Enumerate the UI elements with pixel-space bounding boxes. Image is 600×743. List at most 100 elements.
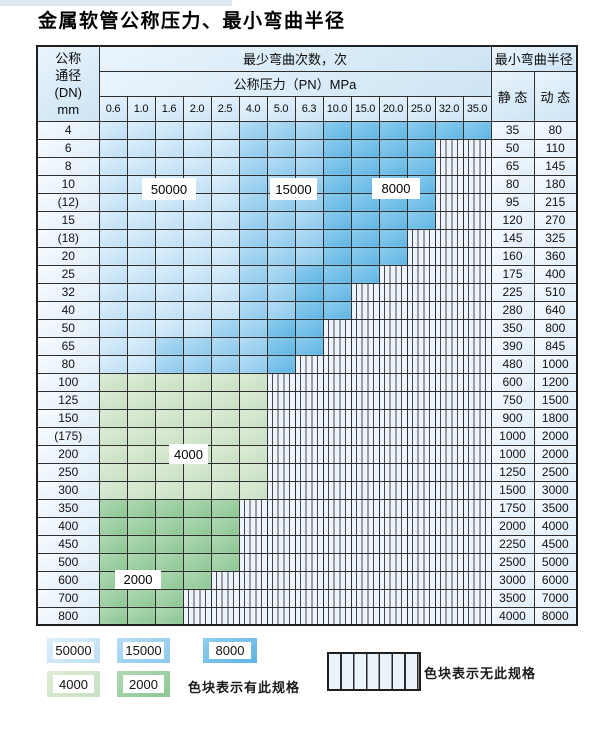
dynamic-radius-cell: 3500 bbox=[533, 498, 578, 518]
spec-cell bbox=[126, 480, 156, 500]
no-spec-cell bbox=[406, 426, 436, 446]
table-row: 50 350 800 bbox=[36, 318, 578, 338]
spec-cell bbox=[154, 516, 184, 536]
spec-cell bbox=[266, 246, 296, 266]
spec-cell bbox=[322, 282, 352, 302]
spec-cell bbox=[154, 282, 184, 302]
pressure-value-header: 15.0 bbox=[350, 95, 380, 122]
spec-cell bbox=[294, 246, 324, 266]
table-row: 150 900 1800 bbox=[36, 408, 578, 428]
dn-cell: 250 bbox=[36, 462, 100, 482]
dn-cell: 32 bbox=[36, 282, 100, 302]
spec-cell bbox=[98, 480, 128, 500]
dynamic-radius-cell: 325 bbox=[533, 228, 578, 248]
no-spec-cell bbox=[462, 606, 492, 626]
dynamic-radius-cell: 4000 bbox=[533, 516, 578, 536]
no-spec-cell bbox=[462, 444, 492, 464]
pressure-value-header: 6.3 bbox=[294, 95, 324, 122]
spec-cell bbox=[210, 246, 240, 266]
no-spec-cell bbox=[462, 570, 492, 590]
spec-cell bbox=[126, 390, 156, 410]
spec-cell bbox=[182, 480, 212, 500]
legend-has-spec-text: 色块表示有此规格 bbox=[188, 680, 301, 695]
static-radius-cell: 1000 bbox=[490, 426, 535, 446]
spec-cell bbox=[238, 408, 268, 428]
spec-cell bbox=[266, 228, 296, 248]
spec-cell bbox=[294, 318, 324, 338]
pressure-value-header: 35.0 bbox=[462, 95, 492, 122]
legend-no-spec-text: 色块表示无此规格 bbox=[424, 666, 537, 681]
spec-cell bbox=[182, 264, 212, 284]
pressure-value-header: 4.0 bbox=[238, 95, 268, 122]
no-spec-cell bbox=[266, 408, 296, 428]
no-spec-cell bbox=[322, 426, 352, 446]
dn-cell: 125 bbox=[36, 390, 100, 410]
spec-cell bbox=[378, 246, 408, 266]
no-spec-cell bbox=[434, 282, 464, 302]
spec-cell bbox=[294, 138, 324, 158]
spec-cell bbox=[210, 516, 240, 536]
table-row: 40 280 640 bbox=[36, 300, 578, 320]
dn-cell: 25 bbox=[36, 264, 100, 284]
no-spec-cell bbox=[350, 372, 380, 392]
spec-cell bbox=[210, 282, 240, 302]
no-spec-cell bbox=[350, 588, 380, 608]
no-spec-cell bbox=[266, 444, 296, 464]
no-spec-cell bbox=[238, 498, 268, 518]
static-radius-cell: 3000 bbox=[490, 570, 535, 590]
pressure-value-header: 2.0 bbox=[182, 95, 212, 122]
spec-cell bbox=[98, 372, 128, 392]
spec-cell bbox=[126, 120, 156, 140]
spec-cell bbox=[126, 516, 156, 536]
spec-cell bbox=[210, 120, 240, 140]
no-spec-cell bbox=[406, 498, 436, 518]
no-spec-cell bbox=[182, 606, 212, 626]
no-spec-cell bbox=[462, 156, 492, 176]
table-row: 6 50 110 bbox=[36, 138, 578, 158]
no-spec-cell bbox=[378, 390, 408, 410]
no-spec-cell bbox=[322, 390, 352, 410]
spec-cell bbox=[210, 174, 240, 194]
dn-cell: 300 bbox=[36, 480, 100, 500]
spec-cell bbox=[182, 570, 212, 590]
spec-cell bbox=[294, 120, 324, 140]
no-spec-cell bbox=[378, 264, 408, 284]
legend-chip-label: 8000 bbox=[209, 642, 251, 659]
static-radius-cell: 2500 bbox=[490, 552, 535, 572]
spec-cell bbox=[266, 210, 296, 230]
spec-cell bbox=[322, 300, 352, 320]
spec-cell bbox=[182, 300, 212, 320]
dn-cell: 400 bbox=[36, 516, 100, 536]
spec-cell bbox=[154, 264, 184, 284]
no-spec-cell bbox=[406, 228, 436, 248]
table-row: 32 225 510 bbox=[36, 282, 578, 302]
dn-header: 公称 通径 (DN) mm bbox=[36, 45, 100, 122]
no-spec-cell bbox=[322, 498, 352, 518]
no-spec-cell bbox=[182, 588, 212, 608]
static-radius-cell: 120 bbox=[490, 210, 535, 230]
pressure-value-header: 10.0 bbox=[322, 95, 352, 122]
spec-cell bbox=[126, 156, 156, 176]
table-row: 25 175 400 bbox=[36, 264, 578, 284]
no-spec-cell bbox=[238, 516, 268, 536]
no-spec-cell bbox=[434, 534, 464, 554]
no-spec-cell bbox=[434, 498, 464, 518]
dn-header-lines: 公称 通径 (DN) mm bbox=[38, 50, 98, 118]
no-spec-cell bbox=[406, 552, 436, 572]
no-spec-cell bbox=[322, 534, 352, 554]
pressure-value-header: 20.0 bbox=[378, 95, 408, 122]
spec-cell bbox=[126, 588, 156, 608]
dn-cell: 200 bbox=[36, 444, 100, 464]
spec-cell bbox=[266, 120, 296, 140]
dn-cell: (18) bbox=[36, 228, 100, 248]
spec-cell bbox=[98, 156, 128, 176]
no-spec-cell bbox=[462, 282, 492, 302]
no-spec-cell bbox=[378, 534, 408, 554]
spec-cell bbox=[210, 228, 240, 248]
spec-cell bbox=[154, 498, 184, 518]
spec-cell bbox=[266, 138, 296, 158]
spec-cell bbox=[126, 606, 156, 626]
static-radius-cell: 175 bbox=[490, 264, 535, 284]
spec-cell bbox=[98, 588, 128, 608]
spec-cell bbox=[182, 120, 212, 140]
